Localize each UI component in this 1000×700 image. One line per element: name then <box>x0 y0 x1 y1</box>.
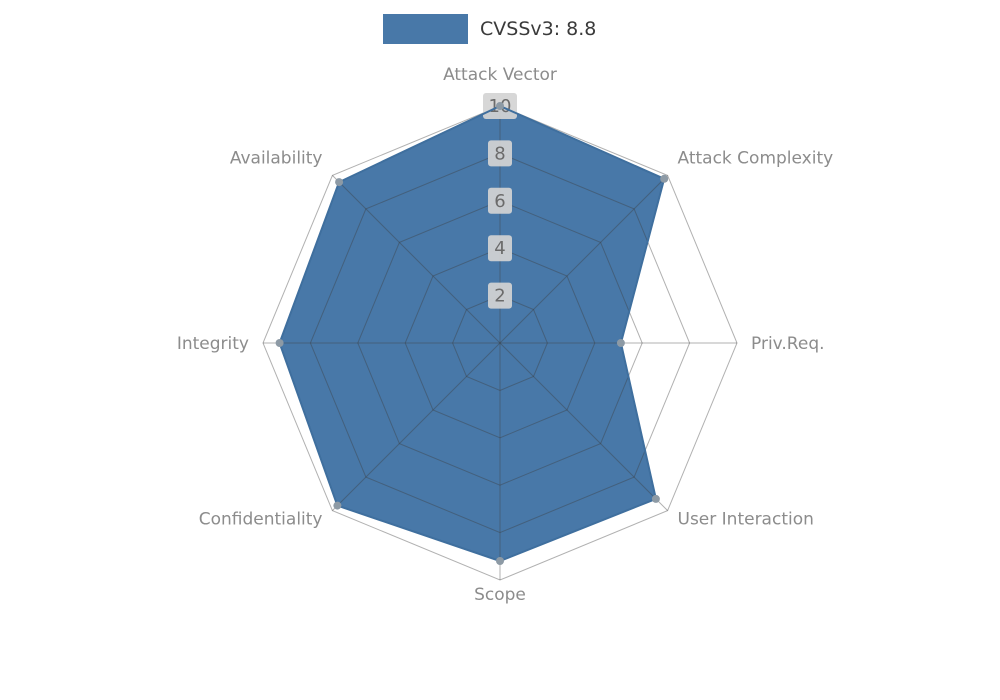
axis-line <box>499 342 668 511</box>
data-point-marker <box>496 102 504 110</box>
data-point-marker <box>335 178 344 187</box>
grid-ring <box>404 247 596 439</box>
axis-label-availability: Availability <box>230 149 323 169</box>
legend: CVSSv3: 8.8 <box>383 14 596 44</box>
grid-ring <box>452 295 548 391</box>
tick-label: 6 <box>494 191 505 212</box>
axis-label-attack-complexity: Attack Complexity <box>678 149 834 169</box>
tick-label-box <box>488 235 512 262</box>
data-point-marker <box>651 494 660 503</box>
axis-label-user-interaction: User Interaction <box>678 510 814 530</box>
axis-label-priv-req: Priv.Req. <box>751 334 825 354</box>
data-polygon-fill <box>279 106 665 561</box>
legend-swatch <box>383 14 468 44</box>
axis-line <box>332 342 501 511</box>
tick-label-box <box>488 282 512 309</box>
axis-label-integrity: Integrity <box>177 334 249 354</box>
tick-label: 2 <box>494 286 505 307</box>
tick-label-box <box>488 140 512 167</box>
tick-label: 4 <box>494 238 505 259</box>
grid-ring <box>357 200 643 486</box>
tick-label-box <box>488 187 512 214</box>
data-point-marker <box>333 501 342 510</box>
grid-ring <box>309 152 691 534</box>
axis-label-scope: Scope <box>474 585 526 605</box>
data-point-marker <box>616 339 625 347</box>
data-point-marker <box>275 339 284 347</box>
axis-line <box>499 175 668 344</box>
legend-label: CVSSv3: 8.8 <box>480 18 597 40</box>
grid-ring <box>262 105 738 581</box>
data-point-marker <box>496 557 504 565</box>
axis-label-confidentiality: Confidentiality <box>199 510 323 530</box>
data-point-marker <box>660 174 669 183</box>
axis-line <box>332 175 501 344</box>
tick-label: 8 <box>494 143 505 164</box>
axis-label-attack-vector: Attack Vector <box>443 65 557 85</box>
